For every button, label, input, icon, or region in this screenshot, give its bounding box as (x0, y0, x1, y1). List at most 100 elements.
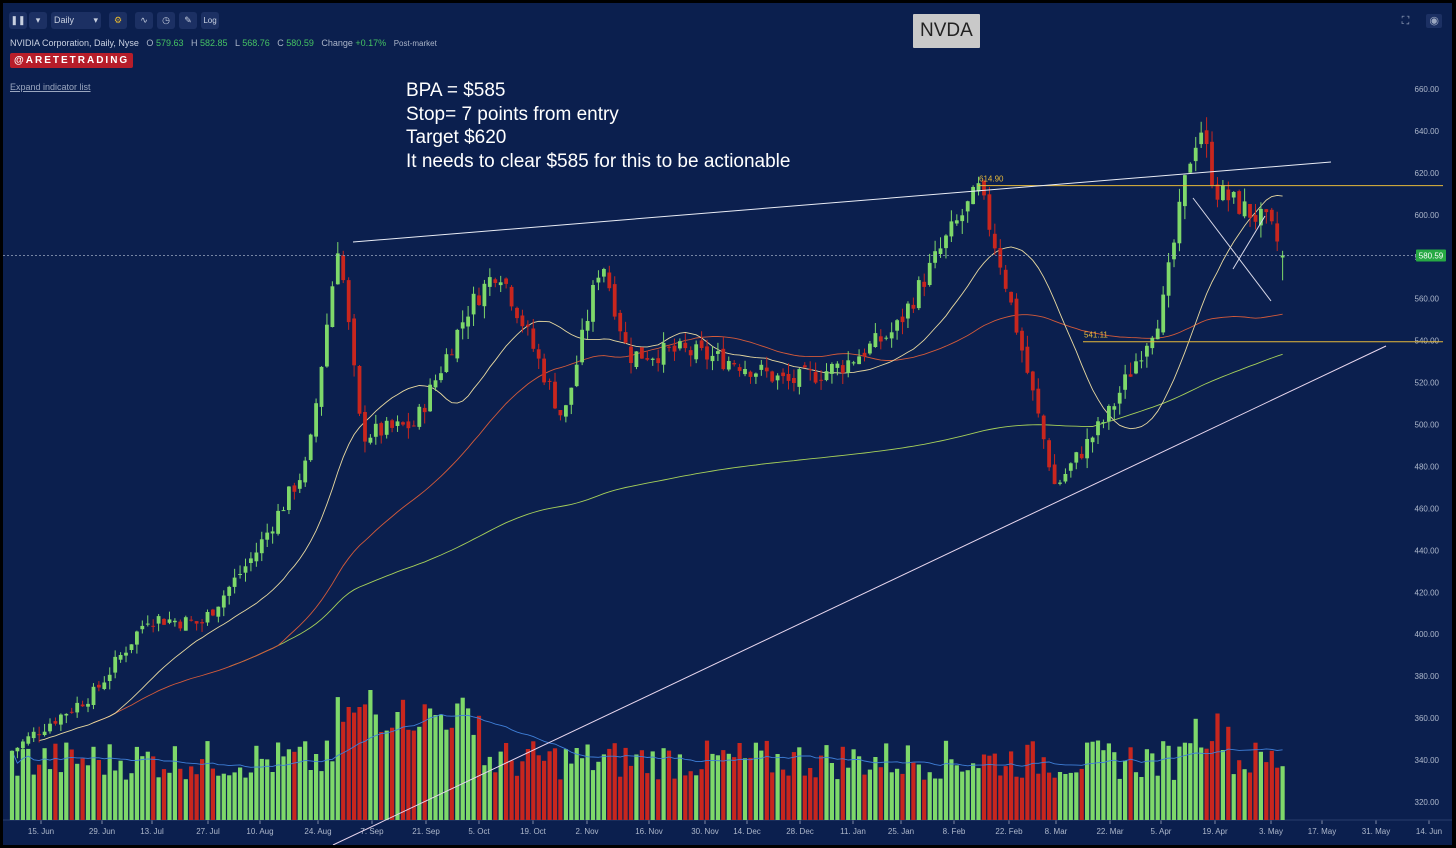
volume-bar (433, 715, 438, 820)
candle (965, 200, 970, 223)
candle-body (629, 346, 633, 363)
volume-bar (650, 751, 655, 820)
candle (813, 362, 818, 385)
bar-style-icon[interactable]: ❚❚ (9, 12, 27, 29)
candle (1107, 404, 1111, 430)
candle-body (162, 618, 166, 625)
clock-icon[interactable]: ◷ (157, 12, 175, 29)
candle-body (287, 486, 291, 510)
volume-bar (1150, 753, 1155, 820)
candle-body (75, 702, 80, 713)
volume-bar (612, 743, 617, 820)
volume-bar (960, 771, 965, 820)
candle (1036, 378, 1041, 418)
volume-bar (927, 772, 932, 820)
ohlc-legend: NVIDIA Corporation, Daily, Nyse O 579.63… (10, 38, 437, 48)
candle (173, 618, 177, 627)
candle (487, 268, 492, 296)
volume-bar (726, 753, 731, 820)
candle (873, 323, 878, 348)
trade-notes: BPA = $585 Stop= 7 points from entry Tar… (406, 79, 790, 173)
dropdown-icon[interactable]: ▾ (29, 12, 47, 29)
candle-body (15, 747, 20, 752)
candle (705, 339, 709, 370)
candle-body (1183, 175, 1187, 207)
log-scale-icon[interactable]: Log (201, 12, 219, 29)
volume-bar (520, 761, 525, 820)
candle-body (1112, 406, 1117, 410)
candle-body (1096, 421, 1100, 436)
candle-body (411, 425, 416, 427)
volume-bar (590, 770, 596, 820)
indicator-icon[interactable]: ∿ (135, 12, 153, 29)
candle-body (1237, 191, 1242, 214)
candle (390, 418, 394, 433)
candle-body (156, 616, 161, 624)
candle-body (1150, 337, 1155, 349)
volume-bar (42, 748, 47, 820)
interval-select[interactable]: Daily ▾ (51, 12, 101, 29)
candle (151, 619, 156, 633)
candle-body (118, 655, 123, 660)
expand-indicator-link[interactable]: Expand indicator list (10, 82, 91, 92)
candle (1248, 203, 1252, 227)
volume-bar (943, 740, 949, 820)
candle-body (922, 281, 927, 287)
candle-body (824, 371, 829, 381)
candle-body (569, 387, 574, 405)
candle (249, 552, 253, 572)
volume-ma-line (11, 713, 1283, 768)
candle-body (238, 574, 242, 575)
volume-bar (221, 773, 226, 820)
candle-body (775, 375, 780, 381)
candle-body (308, 434, 313, 461)
volume-bar (373, 714, 378, 820)
candle (1210, 131, 1214, 189)
chart-window: 660.00640.00620.00600.00580.00560.00540.… (3, 3, 1452, 845)
candle (238, 565, 242, 579)
candle (118, 652, 123, 663)
volume-bar (368, 690, 373, 820)
candle-body (786, 374, 791, 381)
volume-bar (971, 763, 976, 820)
candle-body (1210, 141, 1214, 186)
ma-50-line (93, 313, 1283, 724)
candle (232, 568, 237, 594)
candle-body (243, 566, 248, 573)
camera-icon[interactable]: ◉ (1426, 14, 1442, 28)
candle (998, 239, 1003, 275)
candlesticks (10, 117, 1285, 766)
draw-icon[interactable]: ✎ (179, 12, 197, 29)
candle (53, 717, 58, 726)
candle-body (634, 351, 639, 367)
low-label: L (235, 38, 240, 48)
volume-bar (140, 756, 145, 820)
candle (987, 187, 992, 237)
change-value: +0.17% (355, 38, 387, 48)
fullscreen-icon[interactable]: ⛶ (1401, 15, 1410, 27)
candle (1221, 180, 1225, 202)
volume-bar (471, 734, 476, 820)
volume-bar (965, 770, 970, 820)
settings-icon[interactable]: ⚙ (109, 12, 127, 29)
candle (558, 409, 563, 421)
candle (1204, 117, 1209, 158)
candle-body (971, 187, 975, 205)
volume-bar (466, 708, 471, 820)
candle (694, 340, 699, 364)
candle (1003, 265, 1008, 293)
price-chart[interactable]: 660.00640.00620.00600.00580.00560.00540.… (3, 3, 1452, 845)
volume-bar (710, 753, 715, 820)
volume-bar (721, 750, 726, 820)
candle (21, 739, 25, 755)
volume-bar (69, 749, 74, 820)
volume-bar (574, 748, 579, 820)
candle (69, 707, 74, 714)
volume-bar (981, 754, 987, 820)
candle (363, 405, 367, 453)
volume-bar (493, 772, 498, 820)
candle-body (227, 586, 232, 596)
candle (276, 503, 280, 536)
candle (439, 366, 443, 383)
candle (623, 321, 628, 344)
